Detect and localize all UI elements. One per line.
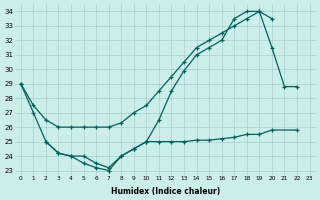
X-axis label: Humidex (Indice chaleur): Humidex (Indice chaleur) xyxy=(111,187,220,196)
